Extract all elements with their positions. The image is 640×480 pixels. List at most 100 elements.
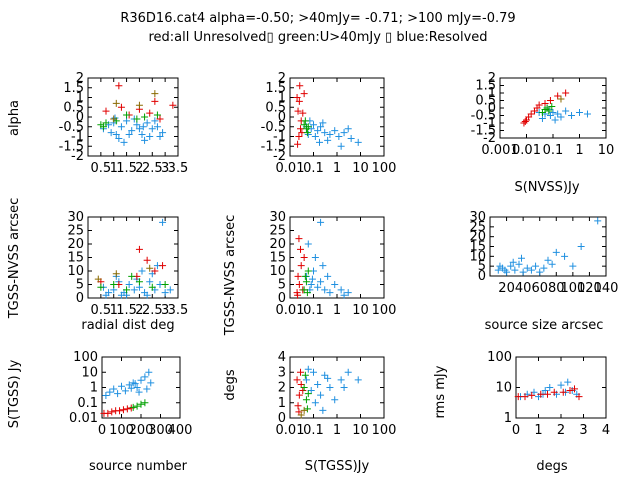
data-point — [300, 254, 308, 261]
data-point — [311, 399, 319, 407]
data-point — [133, 121, 141, 129]
data-point — [153, 111, 161, 119]
x-tick-label: 100 — [560, 281, 585, 296]
y-tick-label: -0.5 — [471, 109, 496, 124]
data-point — [317, 391, 325, 399]
data-point — [302, 396, 310, 404]
x-tick-label: 400 — [168, 423, 193, 438]
data-point — [301, 117, 309, 125]
data-point — [102, 119, 110, 127]
data-point — [300, 406, 308, 414]
data-point — [151, 117, 159, 125]
data-point — [117, 291, 125, 299]
y-tick-label: 0 — [278, 411, 286, 426]
data-point — [314, 127, 322, 135]
x-tick-label: 0.01 — [276, 303, 305, 318]
data-point — [102, 107, 110, 115]
data-point — [310, 368, 317, 376]
y-tick-label: 0 — [76, 291, 84, 306]
data-point — [146, 264, 154, 272]
data-point — [166, 286, 174, 294]
data-point — [148, 125, 156, 133]
y-tick-label: 15 — [269, 251, 286, 266]
y-tick-label: 0 — [478, 269, 486, 284]
data-point — [514, 393, 522, 401]
data-point — [299, 387, 307, 395]
data-point — [569, 262, 577, 270]
data-point — [304, 123, 312, 131]
y-tick-label: 10 — [81, 365, 98, 380]
x-tick-label: 2 — [135, 161, 143, 176]
data-point — [536, 268, 544, 276]
data-point — [123, 405, 131, 413]
plot-frame — [87, 77, 179, 157]
y-tick-label: -1 — [273, 130, 286, 145]
data-point — [540, 264, 548, 272]
x-tick-label: 3 — [161, 303, 169, 318]
data-point — [128, 272, 136, 280]
data-point — [527, 266, 535, 274]
data-point — [562, 89, 570, 97]
data-point — [107, 129, 115, 137]
x-tick-label: 140 — [594, 281, 619, 296]
data-point — [295, 391, 303, 399]
y-tick-label: 25 — [269, 224, 286, 239]
x-tick-label: 0.01 — [276, 423, 305, 438]
xlabel-s-nvss: S(NVSS)Jy — [514, 180, 579, 195]
y-tick-label: 15 — [67, 251, 84, 266]
data-point — [294, 402, 302, 410]
data-point — [340, 384, 348, 391]
data-point — [102, 391, 110, 399]
x-tick-label: 0.01 — [512, 143, 541, 158]
x-tick-label: 10 — [352, 303, 369, 318]
data-point — [301, 371, 309, 379]
data-point — [97, 283, 105, 291]
data-point — [566, 386, 574, 394]
data-point — [548, 260, 556, 268]
data-point — [557, 95, 565, 103]
data-point — [138, 131, 146, 139]
data-point — [293, 376, 301, 384]
data-point — [156, 115, 164, 123]
x-tick-label: 1 — [333, 423, 341, 438]
y-tick-label: 2 — [278, 381, 286, 396]
data-point — [131, 380, 139, 388]
scatter-plot-1: 0.511.522.533.521.510.50-0.5-1-1.5-2 — [59, 71, 189, 176]
data-point — [304, 240, 312, 248]
x-tick-label: 1 — [110, 303, 118, 318]
data-point — [119, 406, 127, 414]
data-point — [583, 110, 591, 118]
data-point — [118, 382, 125, 390]
data-point — [294, 140, 302, 148]
figure-title-line1: R36D16.cat4 alpha=-0.50; >40mJy= -0.71; … — [120, 11, 515, 26]
x-tick-label: 1 — [110, 161, 118, 176]
xlabel-degs: degs — [536, 459, 568, 474]
ylabel-alpha: alpha — [7, 100, 22, 136]
data-point — [548, 103, 556, 110]
data-point — [143, 291, 151, 299]
data-point — [117, 123, 125, 131]
data-point — [143, 119, 151, 127]
x-tick-label: 0.1 — [303, 161, 324, 176]
data-point — [321, 129, 329, 137]
data-point — [331, 127, 339, 135]
data-point — [317, 278, 325, 286]
x-tick-label: 1.5 — [116, 303, 137, 318]
data-point — [115, 134, 123, 142]
data-point — [554, 110, 562, 118]
data-point — [577, 243, 585, 250]
data-point — [145, 368, 153, 376]
data-point — [535, 101, 543, 109]
data-point — [544, 256, 552, 264]
x-tick-label: 1 — [333, 161, 341, 176]
data-point — [123, 286, 131, 294]
data-point — [317, 123, 325, 131]
data-point — [151, 97, 159, 105]
y-tick-label: 1 — [90, 381, 98, 396]
data-point — [550, 388, 558, 396]
y-tick-label: 1 — [76, 91, 84, 106]
data-point — [128, 127, 136, 135]
y-tick-label: 10 — [67, 264, 84, 279]
